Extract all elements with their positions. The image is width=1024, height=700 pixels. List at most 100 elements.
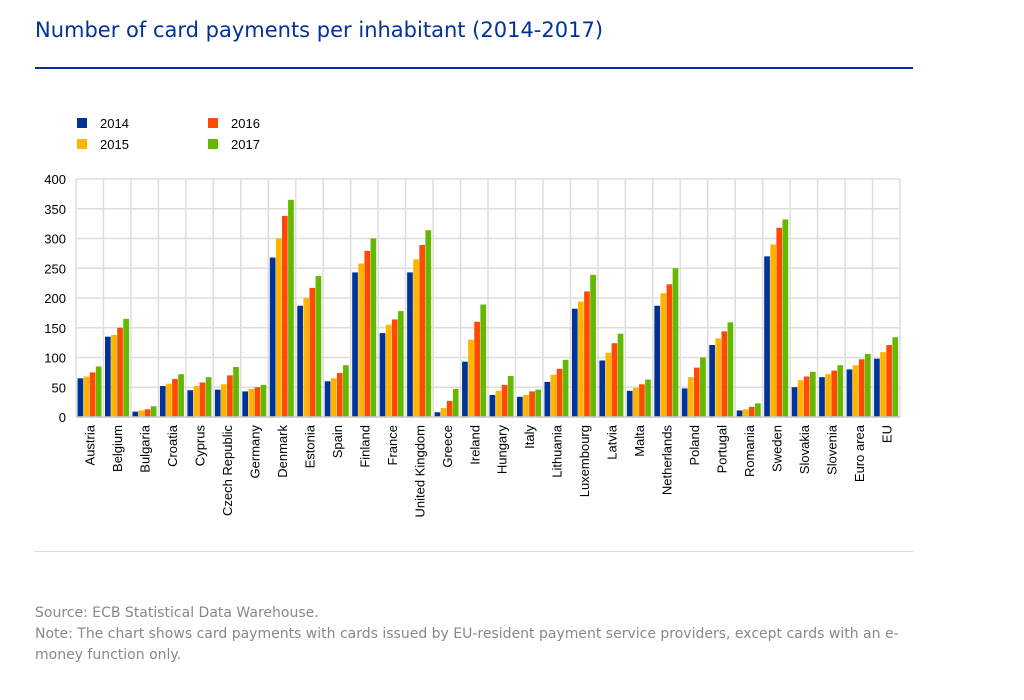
x-tick-label: Hungary <box>495 425 510 475</box>
bar-2017-poland <box>700 357 706 417</box>
bar-2014-latvia <box>599 360 606 417</box>
bar-2015-belgium <box>111 334 117 417</box>
x-tick-label: Latvia <box>605 424 620 459</box>
bar-2014-netherlands <box>654 305 661 417</box>
x-tick-label: Austria <box>83 424 98 465</box>
bar-2015-spain <box>330 378 337 417</box>
bar-2014-united-kingdom <box>407 272 413 417</box>
x-tick-label: Ireland <box>467 425 482 465</box>
y-tick-label: 350 <box>44 202 66 217</box>
bar-2014-germany <box>242 391 249 417</box>
bar-2014-denmark <box>269 257 276 417</box>
bar-2015-bulgaria <box>138 410 145 417</box>
bar-2017-hungary <box>507 375 514 417</box>
bar-2016-luxembourg <box>584 291 590 417</box>
x-tick-label: Belgium <box>110 425 125 472</box>
bar-2014-austria <box>77 378 84 417</box>
bar-2017-romania <box>755 403 761 417</box>
bar-2017-united-kingdom <box>425 230 432 417</box>
y-tick-label: 150 <box>44 321 66 336</box>
bar-2017-estonia <box>315 275 322 417</box>
bar-2015-euro-area <box>852 365 859 417</box>
y-tick-label: 300 <box>44 232 66 247</box>
bar-2014-finland <box>352 272 358 417</box>
legend-label-2014: 2014 <box>100 116 129 131</box>
legend-label-2017: 2017 <box>231 137 260 152</box>
x-tick-label: Portugal <box>714 425 729 474</box>
source-text: Source: ECB Statistical Data Warehouse. <box>35 605 319 621</box>
bar-2017-austria <box>95 366 102 417</box>
bar-2015-slovenia <box>825 374 831 417</box>
bar-2015-lithuania <box>550 374 557 417</box>
bar-2017-france <box>397 311 404 417</box>
bar-2014-belgium <box>105 336 111 417</box>
x-tick-label: Lithuania <box>550 424 565 478</box>
bar-2017-slovakia <box>809 371 816 417</box>
bar-2016-slovenia <box>831 370 838 417</box>
x-tick-label: Germany <box>248 425 263 479</box>
bar-2016-cyprus <box>199 382 206 417</box>
legend-swatch-2014 <box>77 118 87 128</box>
bar-2015-croatia <box>166 383 172 417</box>
bar-2017-ireland <box>480 304 487 417</box>
bar-2016-netherlands <box>666 284 673 417</box>
bar-2014-estonia <box>297 305 303 417</box>
bar-2016-latvia <box>611 343 618 417</box>
y-tick-label: 100 <box>44 351 66 366</box>
bar-2014-euro-area <box>846 369 853 417</box>
chart-title: Number of card payments per inhabitant (… <box>35 18 604 42</box>
bar-2014-italy <box>517 396 523 417</box>
bar-2016-finland <box>364 250 371 417</box>
bar-2017-croatia <box>178 374 184 417</box>
bar-2017-denmark <box>288 199 294 417</box>
y-tick-label: 50 <box>52 380 66 395</box>
bar-2017-belgium <box>123 318 129 417</box>
bar-2016-greece <box>446 400 453 417</box>
bar-2014-spain <box>324 381 331 417</box>
bar-2016-czech-republic <box>227 375 233 417</box>
x-tick-label: Romania <box>742 424 757 477</box>
bar-2015-slovakia <box>797 380 804 417</box>
bar-2016-belgium <box>117 327 123 417</box>
legend-swatch-2016 <box>208 118 218 128</box>
bar-2017-germany <box>260 384 267 417</box>
bar-2016-croatia <box>172 378 178 417</box>
bar-2016-france <box>391 319 398 417</box>
bar-2017-netherlands <box>672 268 679 417</box>
note-text: Note: The chart shows card payments with… <box>35 626 899 663</box>
bar-2016-romania <box>748 406 755 417</box>
bar-2017-italy <box>535 389 541 417</box>
x-tick-label: Euro area <box>852 424 867 482</box>
bar-2016-spain <box>336 372 343 417</box>
bar-2014-greece <box>434 412 441 417</box>
bar-2017-slovenia <box>837 365 844 417</box>
bar-2014-czech-republic <box>214 389 221 417</box>
bar-2017-eu <box>892 337 899 417</box>
bar-2014-bulgaria <box>132 411 139 417</box>
bar-2014-sweden <box>764 256 770 417</box>
x-tick-label: Czech Republic <box>220 425 235 517</box>
bar-2015-italy <box>523 394 529 417</box>
bar-2017-bulgaria <box>150 406 157 417</box>
bar-2016-malta <box>639 384 645 417</box>
bar-2015-netherlands <box>660 293 667 417</box>
bar-2016-sweden <box>776 227 783 417</box>
bar-2014-poland <box>681 388 688 417</box>
bar-2014-france <box>379 333 386 417</box>
bar-2016-slovakia <box>803 376 810 417</box>
x-tick-label: EU <box>879 425 894 443</box>
bar-2015-united-kingdom <box>413 259 419 417</box>
bar-2015-ireland <box>468 339 474 417</box>
bar-2015-romania <box>742 409 749 417</box>
bar-chart: 0 50 100 150 200 250 300 350 400 Austria Belgium Bu… <box>44 116 901 518</box>
bar-2017-malta <box>645 379 651 417</box>
x-tick-label: Netherlands <box>660 425 675 496</box>
x-tick-label: Poland <box>687 425 702 465</box>
bar-2014-ireland <box>462 361 468 417</box>
bar-2015-germany <box>248 389 255 417</box>
x-tick-label: Spain <box>330 425 345 458</box>
bar-2017-portugal <box>727 322 734 417</box>
x-tick-label: Italy <box>522 425 537 449</box>
bar-2015-sweden <box>770 244 776 417</box>
x-tick-label: Denmark <box>275 425 290 478</box>
